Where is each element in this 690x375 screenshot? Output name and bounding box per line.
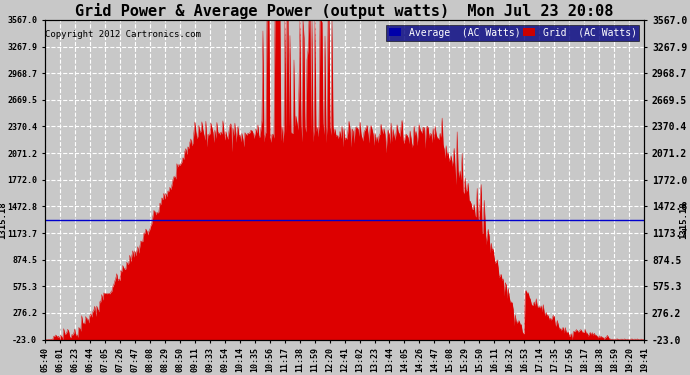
Title: Grid Power & Average Power (output watts)  Mon Jul 23 20:08: Grid Power & Average Power (output watts…: [75, 3, 613, 19]
Text: Copyright 2012 Cartronics.com: Copyright 2012 Cartronics.com: [46, 30, 201, 39]
Text: 1315.18: 1315.18: [679, 202, 688, 239]
Legend: Average  (AC Watts), Grid  (AC Watts): Average (AC Watts), Grid (AC Watts): [386, 25, 640, 40]
Text: 1315.18: 1315.18: [0, 202, 7, 239]
